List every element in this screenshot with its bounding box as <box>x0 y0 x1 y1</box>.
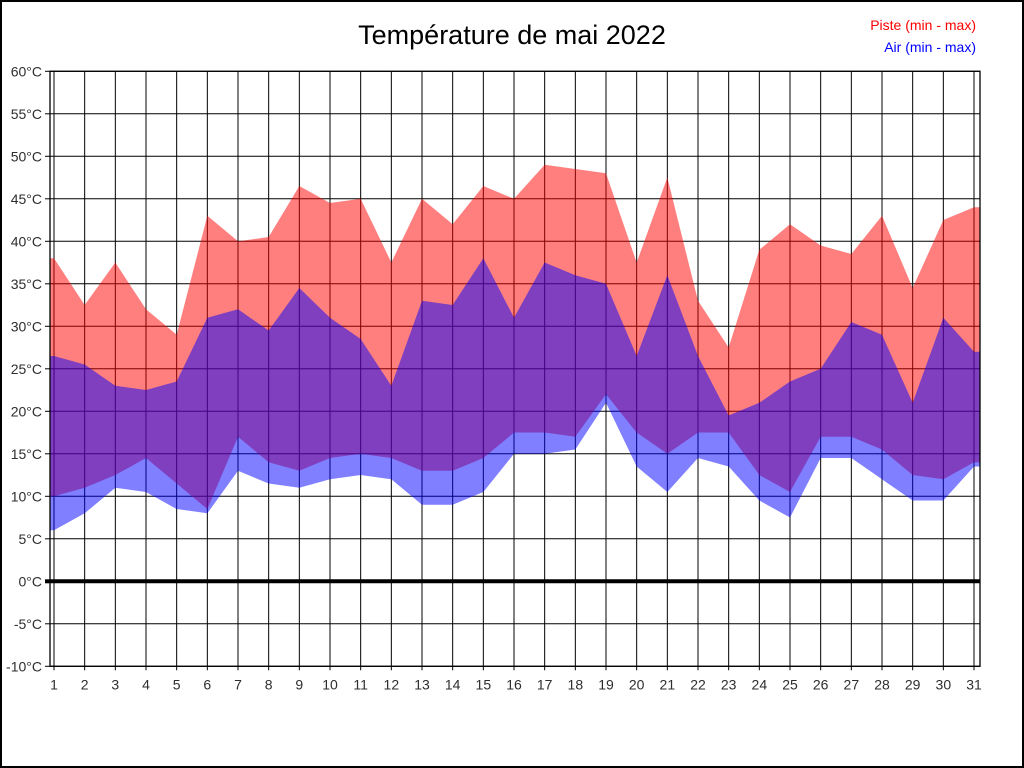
y-tick-label: 30°C <box>11 318 42 334</box>
x-tick-label: 26 <box>813 676 829 692</box>
x-tick-label: 27 <box>844 676 860 692</box>
y-tick-label: 5°C <box>19 531 43 547</box>
y-tick-label: 55°C <box>11 106 42 122</box>
legend: Piste (min - max) Air (min - max) <box>870 14 976 58</box>
x-tick-label: 8 <box>265 676 273 692</box>
x-tick-label: 2 <box>81 676 89 692</box>
x-tick-label: 21 <box>660 676 676 692</box>
x-tick-label: 10 <box>322 676 338 692</box>
y-tick-label: 0°C <box>19 573 43 589</box>
chart-title: Température de mai 2022 <box>358 20 666 50</box>
x-tick-label: 5 <box>173 676 181 692</box>
x-tick-label: 3 <box>111 676 119 692</box>
x-tick-label: 22 <box>690 676 706 692</box>
x-tick-label: 12 <box>384 676 400 692</box>
x-tick-label: 15 <box>476 676 492 692</box>
y-tick-label: 20°C <box>11 403 42 419</box>
y-tick-label: -5°C <box>14 616 42 632</box>
x-tick-label: 11 <box>353 676 368 692</box>
y-tick-label: 60°C <box>11 63 42 79</box>
legend-item-piste: Piste (min - max) <box>870 17 976 33</box>
y-tick-label: 45°C <box>11 191 42 207</box>
y-tick-label: -10°C <box>6 658 42 674</box>
x-tick-label: 25 <box>782 676 798 692</box>
x-tick-label: 18 <box>568 676 584 692</box>
x-tick-label: 14 <box>445 676 461 692</box>
air-band <box>50 258 980 531</box>
x-tick-label: 1 <box>50 676 58 692</box>
y-tick-label: 40°C <box>11 233 42 249</box>
x-tick-label: 28 <box>874 676 890 692</box>
x-tick-label: 30 <box>936 676 952 692</box>
x-tick-label: 9 <box>295 676 303 692</box>
x-tick-label: 31 <box>966 676 982 692</box>
x-tick-label: 23 <box>721 676 737 692</box>
y-tick-label: 35°C <box>11 276 42 292</box>
legend-item-air: Air (min - max) <box>884 39 976 55</box>
x-tick-label: 24 <box>752 676 768 692</box>
y-tick-label: 50°C <box>11 148 42 164</box>
x-tick-label: 13 <box>414 676 430 692</box>
x-tick-label: 19 <box>598 676 614 692</box>
x-tick-label: 16 <box>506 676 522 692</box>
y-tick-label: 15°C <box>11 446 42 462</box>
y-tick-label: 25°C <box>11 361 42 377</box>
x-tick-label: 6 <box>203 676 211 692</box>
y-tick-label: 10°C <box>11 488 42 504</box>
x-tick-label: 4 <box>142 676 150 692</box>
x-tick-label: 17 <box>537 676 553 692</box>
x-tick-label: 20 <box>629 676 645 692</box>
x-tick-label: 7 <box>234 676 242 692</box>
plot-frame <box>49 70 981 667</box>
x-tick-label: 29 <box>905 676 921 692</box>
